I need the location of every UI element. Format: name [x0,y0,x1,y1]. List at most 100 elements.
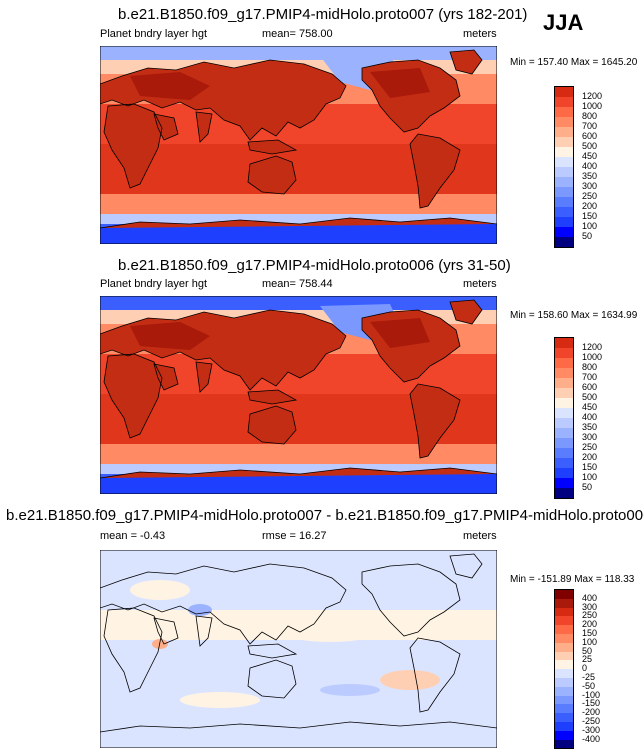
colorbar-swatch [555,730,573,740]
colorbar-swatch [555,207,573,217]
colorbar-swatch [555,458,573,468]
colorbar-swatch [555,607,573,617]
colorbar-tick-label: 800 [582,111,598,121]
colorbar-tick-label: -250 [582,716,601,726]
colorbar-tick-label: 200 [582,201,598,211]
panel-3-map [100,550,497,748]
colorbar-tick-label: 200 [582,452,598,462]
colorbar-swatch [555,398,573,408]
colorbar-swatch [555,408,573,418]
colorbar-swatch [555,660,573,670]
colorbar-swatch [555,368,573,378]
colorbar-swatch [555,468,573,478]
colorbar-tick-label: 250 [582,442,598,452]
colorbar-tick-label: 350 [582,422,598,432]
season-label: JJA [543,10,584,35]
colorbar-swatch [555,187,573,197]
colorbar-tick-label: 600 [582,382,598,392]
colorbar-tick-label: 100 [582,472,598,482]
colorbar-swatch [555,488,573,498]
colorbar-tick-label: 350 [582,171,598,181]
colorbar-tick-label: 450 [582,151,598,161]
colorbar-tick-label: 0 [582,663,588,674]
panel-3-minmax: Min = -151.89 Max = 118.33 [510,574,635,585]
colorbar-tick-label: 100 [582,636,598,647]
colorbar-swatch [555,713,573,722]
colorbar-tick-label: 250 [582,191,598,201]
panel-2-colorbar: 1200 1000 800 700 600 500 450 400 350 300 250 200 15… [554,337,602,499]
colorbar-tick-label: 450 [582,402,598,412]
colorbar-tick-label: 500 [582,392,598,402]
panel-2-map [100,296,497,494]
colorbar-swatch [555,157,573,167]
colorbar-swatch [555,137,573,147]
colorbar-swatch [555,651,573,661]
colorbar-swatch [555,378,573,388]
colorbar-tick-label: -150 [582,698,601,709]
panel-2-mean-label: mean= 758.44 [262,278,333,290]
colorbar-tick-label: 50 [582,482,593,492]
colorbar-tick-label: -300 [582,724,601,735]
colorbar-swatch [555,633,573,643]
colorbar-tick-label: 400 [582,592,598,603]
colorbar-swatch [555,107,573,117]
colorbar-swatch [555,438,573,448]
panel-1-mean-label: mean= 758.00 [262,28,333,40]
colorbar-tick-label: 700 [582,121,598,131]
colorbar-swatch [555,418,573,428]
colorbar-tick-label: 300 [582,181,598,191]
colorbar-swatch [555,616,573,626]
colorbar-tick-label: -25 [582,672,596,682]
colorbar-tick-label: 1000 [582,101,603,111]
colorbar-tick-label: 300 [582,601,598,612]
colorbar-tick-label: 150 [582,211,598,221]
colorbar-tick-label: 300 [582,432,598,442]
colorbar-tick-label: -50 [582,680,596,691]
panel-1-colorbar: 1200 1000 800 700 600 500 450 400 350 300 250 200 15… [554,86,602,248]
colorbar-swatch [555,721,573,731]
colorbar-swatch [555,428,573,438]
colorbar-swatch [555,97,573,107]
colorbar-tick-label: 250 [582,610,598,621]
colorbar-tick-label: 200 [582,619,598,630]
panel-1-variable-label: Planet bndry layer hgt [100,28,208,40]
colorbar-swatch [555,237,573,247]
panel-2-units-label: meters [463,278,497,290]
colorbar-tick-label: 50 [582,231,593,241]
panel-2-variable-label: Planet bndry layer hgt [100,278,208,290]
colorbar-swatch [555,348,573,358]
panel-1-minmax: Min = 157.40 Max = 1645.20 [510,57,638,68]
colorbar-tick-label: -100 [582,689,601,700]
colorbar-tick-label: 1200 [582,342,603,352]
colorbar-swatch [555,87,573,97]
colorbar-tick-label: 600 [582,131,598,141]
colorbar-swatch [555,625,573,634]
colorbar-tick-label: 50 [582,645,593,656]
colorbar-tick-label: 150 [582,462,598,472]
panel-3-colorbar: 400 300 250 200 150 100 50 25 0 -25 -50 -100 -150 -20… [554,589,600,750]
colorbar-swatch [555,147,573,157]
panel-3-units-label: meters [463,530,497,542]
colorbar-tick-label: -400 [582,733,601,744]
panel-2-minmax: Min = 158.60 Max = 1634.99 [510,310,638,321]
panel-3-mean-label: mean = -0.43 [100,530,166,542]
colorbar-swatch [555,590,573,599]
panel-3-rmse-label: rmse = 16.27 [262,530,327,542]
colorbar-swatch [555,448,573,458]
panel-2-title: b.e21.B1850.f09_g17.PMIP4-midHolo.proto0… [118,257,511,274]
colorbar-tick-label: 1200 [582,91,603,101]
colorbar-swatch [555,117,573,127]
colorbar-swatch [555,338,573,348]
colorbar-swatch [555,704,573,714]
colorbar-swatch [555,598,573,608]
colorbar-tick-label: 1000 [582,352,603,362]
colorbar-swatch [555,642,573,652]
panel-1-units-label: meters [463,28,497,40]
colorbar-tick-label: -200 [582,707,601,718]
colorbar-swatch [555,167,573,177]
colorbar-tick-label: 400 [582,161,598,171]
panel-1-map [100,46,497,244]
colorbar-tick-label: 100 [582,221,598,231]
colorbar-tick-label: 700 [582,372,598,382]
colorbar-swatch [555,478,573,488]
